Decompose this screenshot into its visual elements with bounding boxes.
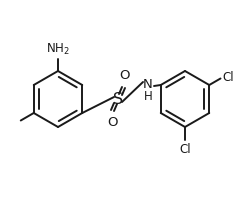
Text: O: O <box>107 116 117 129</box>
Text: O: O <box>119 69 129 82</box>
Text: H: H <box>144 90 152 103</box>
Text: N: N <box>143 77 153 90</box>
Text: NH$_2$: NH$_2$ <box>46 42 70 57</box>
Text: S: S <box>113 91 123 107</box>
Text: Cl: Cl <box>179 143 191 156</box>
Text: Cl: Cl <box>222 71 234 84</box>
